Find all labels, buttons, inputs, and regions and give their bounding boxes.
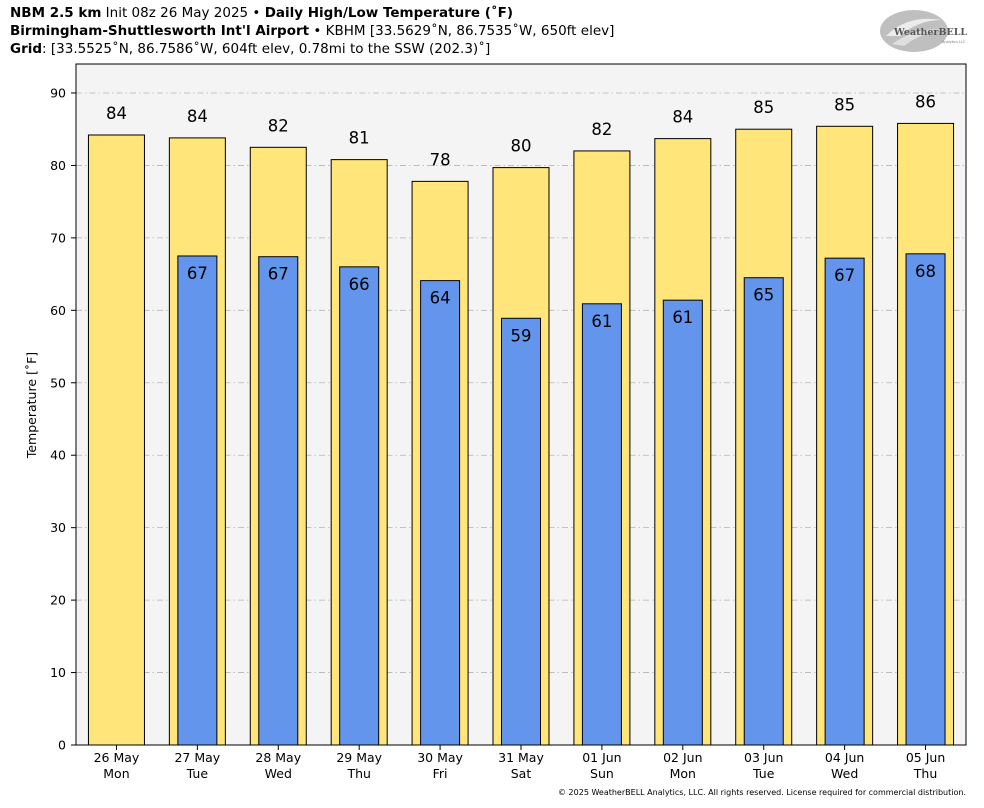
high-value-label: 82 [591, 120, 612, 139]
x-tick-weekday: Tue [186, 766, 209, 781]
station-info: • KBHM [33.5629˚N, 86.7535˚W, 650ft elev… [309, 23, 615, 39]
x-tick-date: 05 Jun [906, 750, 945, 765]
low-value-label: 67 [268, 265, 289, 284]
x-tick-label: 02 Jun Mon [663, 750, 702, 781]
low-value-label: 61 [591, 312, 612, 331]
x-tick-weekday: Mon [103, 766, 129, 781]
y-tick-label: 30 [50, 520, 66, 535]
low-bar [743, 277, 784, 746]
x-tick-weekday: Thu [346, 766, 370, 781]
x-tick-date: 03 Jun [744, 750, 783, 765]
x-tick-label: 26 May Mon [94, 750, 140, 781]
x-tick-label: 27 May Tue [174, 750, 220, 781]
y-tick-label: 50 [50, 375, 66, 390]
low-bar [581, 303, 622, 746]
data-labels: 84 84 67 82 67 81 66 78 64 80 59 82 61 84 61 85 65 85 67 86… [106, 92, 936, 345]
x-tick-date: 27 May [174, 750, 220, 765]
x-tick-weekday: Sun [590, 766, 614, 781]
high-value-label: 85 [753, 98, 774, 117]
high-value-label: 82 [268, 116, 289, 135]
y-tick-label: 60 [50, 303, 66, 318]
bars [87, 122, 955, 746]
header-line-3: Grid: [33.5525˚N, 86.7586˚W, 604ft elev,… [10, 41, 490, 58]
copyright-notice: © 2025 WeatherBELL Analytics, LLC. All r… [558, 788, 966, 797]
low-bar [824, 257, 865, 746]
x-tick-date: 29 May [336, 750, 382, 765]
y-tick-label: 70 [50, 230, 66, 245]
high-value-label: 80 [511, 137, 532, 156]
x-tick-date: 04 Jun [825, 750, 864, 765]
low-bar [501, 317, 541, 746]
x-tick-label: 29 May Thu [336, 750, 382, 781]
high-value-label: 81 [349, 129, 370, 148]
x-tick-weekday: Tue [752, 766, 775, 781]
x-tick-label: 01 Jun Sun [582, 750, 621, 781]
header-line-2: Birmingham-Shuttlesworth Int'l Airport •… [10, 23, 614, 40]
high-value-label: 84 [106, 104, 127, 123]
y-tick-label: 20 [50, 593, 66, 608]
grid-label: Grid [10, 41, 43, 57]
low-value-label: 64 [430, 289, 451, 308]
x-tick-label: 03 Jun Tue [744, 750, 783, 781]
logo-subtext: Analytics LLC [942, 40, 966, 44]
x-tick-date: 01 Jun [582, 750, 621, 765]
high-value-label: 78 [430, 150, 451, 169]
low-value-label: 65 [753, 286, 774, 305]
low-value-label: 61 [672, 308, 693, 327]
low-value-label: 68 [915, 262, 936, 281]
init-time: Init 08z 26 May 2025 • [101, 5, 265, 21]
logo-text: WeatherBELL [893, 27, 967, 38]
grid-info: : [33.5525˚N, 86.7586˚W, 604ft elev, 0.7… [42, 41, 491, 57]
high-value-label: 84 [187, 107, 208, 126]
x-tick-date: 26 May [94, 750, 140, 765]
low-bar [177, 255, 218, 746]
weatherbell-logo-icon: WeatherBELL Analytics LLC [880, 10, 967, 52]
x-tick-weekday: Thu [913, 766, 937, 781]
x-tick-label: 31 May Sat [498, 750, 544, 781]
x-tick-date: 28 May [255, 750, 301, 765]
station-name: Birmingham-Shuttlesworth Int'l Airport [10, 23, 310, 39]
y-tick-label: 40 [50, 448, 66, 463]
header-line-1: NBM 2.5 km Init 08z 26 May 2025 • Daily … [10, 5, 513, 22]
x-tick-label: 28 May Wed [255, 750, 301, 781]
x-tick-weekday: Wed [831, 766, 858, 781]
x-tick-date: 30 May [417, 750, 463, 765]
x-tick-weekday: Fri [433, 766, 448, 781]
plot-frame [75, 63, 967, 746]
model-name: NBM 2.5 km [10, 5, 102, 21]
high-value-label: 84 [672, 108, 693, 127]
high-value-label: 86 [915, 92, 936, 111]
high-bar [87, 134, 145, 746]
low-bar [420, 280, 461, 746]
y-axis-label: Temperature [˚F] [24, 352, 39, 459]
x-tick-weekday: Mon [670, 766, 696, 781]
x-tick-label: 04 Jun Wed [825, 750, 864, 781]
x-tick-date: 02 Jun [663, 750, 702, 765]
low-bar [258, 256, 299, 746]
low-value-label: 67 [834, 266, 855, 285]
x-tick-weekday: Wed [265, 766, 292, 781]
y-tick-label: 0 [58, 738, 66, 753]
low-value-label: 67 [187, 264, 208, 283]
low-bar [339, 266, 380, 746]
chart-title: Daily High/Low Temperature (˚F) [264, 5, 514, 21]
y-tick-label: 80 [50, 158, 66, 173]
x-tick-label: 30 May Fri [417, 750, 463, 781]
low-bar [905, 253, 946, 746]
high-value-label: 85 [834, 95, 855, 114]
low-bar [662, 299, 703, 746]
x-tick-label: 05 Jun Thu [906, 750, 945, 781]
x-tick-date: 31 May [498, 750, 544, 765]
x-tick-weekday: Sat [511, 766, 532, 781]
y-tick-label: 90 [50, 85, 66, 100]
low-value-label: 59 [511, 326, 532, 345]
y-tick-label: 10 [50, 665, 66, 680]
low-value-label: 66 [349, 275, 370, 294]
